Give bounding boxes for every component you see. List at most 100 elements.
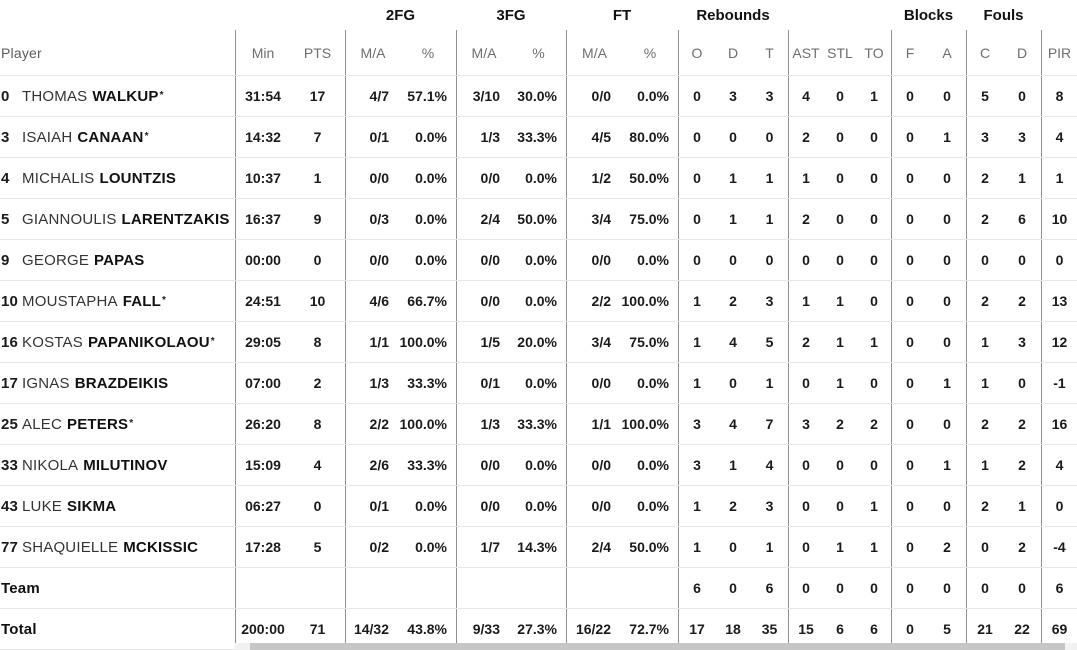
cell-reb-o: 0 xyxy=(678,199,715,239)
cell-3fg-ma: 2/4 xyxy=(456,199,511,239)
cell-reb-o: 0 xyxy=(678,117,715,157)
player-number: 17 xyxy=(1,374,19,392)
cell-foul-c: 0 xyxy=(966,240,1003,280)
cell-foul-c: 3 xyxy=(966,117,1003,157)
player-first-name: KOSTAS xyxy=(22,333,83,351)
column-header-3fg-ma: M/A xyxy=(456,30,511,75)
cell-ast: 0 xyxy=(788,445,823,485)
player-last-name: MILUTINOV xyxy=(83,456,168,474)
horizontal-scrollbar-thumb[interactable] xyxy=(250,643,1065,650)
cell-foul-c: 1 xyxy=(966,445,1003,485)
cell-blk-a: 0 xyxy=(943,334,951,350)
cell-3fg-ma: 1/3 xyxy=(456,404,511,444)
column-header-blk-f: F xyxy=(891,30,928,75)
cell-reb-d: 0 xyxy=(729,580,737,596)
player-first-name: GEORGE xyxy=(22,251,90,269)
column-header-ft-ma: M/A xyxy=(566,30,622,75)
cell-stl: 0 xyxy=(836,498,844,514)
player-last-name: PETERS xyxy=(67,415,129,433)
player-last-name: MCKISSIC xyxy=(123,538,199,556)
cell-ft-ma: 2/2 xyxy=(566,281,622,321)
player-first-name: LUKE xyxy=(22,497,62,515)
player-row: 10 MOUSTAPHA FALL * 24:51 10 4/6 66.7% 0/0 0.0% 2/… xyxy=(0,281,1077,322)
cell-3fg-ma: 9/33 xyxy=(456,609,511,649)
cell-reb-o: 17 xyxy=(678,609,715,649)
cell-reb-d: 2 xyxy=(729,498,737,514)
column-header-pir: PIR xyxy=(1041,30,1077,75)
group-label-blocks: Blocks xyxy=(903,6,954,24)
cell-reb-t: 3 xyxy=(765,88,774,104)
cell-min: 15:09 xyxy=(235,445,290,485)
column-header-to: TO xyxy=(864,44,884,61)
player-number: 77 xyxy=(1,538,19,556)
player-last-name: WALKUP xyxy=(92,87,159,105)
cell-2fg-ma: 1/3 xyxy=(345,363,400,403)
player-last-name: LOUNTZIS xyxy=(99,169,177,187)
cell-ft-ma: 3/4 xyxy=(566,322,622,362)
cell-to: 1 xyxy=(870,334,878,350)
cell-ft-pct: 80.0% xyxy=(629,129,669,145)
player-number: 10 xyxy=(1,292,19,310)
cell-2fg-ma: 0/1 xyxy=(345,486,400,526)
cell-ast: 0 xyxy=(788,568,823,608)
cell-stl: 0 xyxy=(836,129,844,145)
cell-foul-d: 3 xyxy=(1018,129,1026,145)
column-header-stl: STL xyxy=(827,44,853,61)
cell-reb-o: 1 xyxy=(678,322,715,362)
stat-group-header-row: 2FG 3FG FT Rebounds Blocks Fouls xyxy=(0,0,1077,30)
cell-stl: 1 xyxy=(836,293,844,309)
cell-blk-a: 5 xyxy=(943,621,951,637)
cell-foul-c: 2 xyxy=(966,158,1003,198)
cell-reb-d: 3 xyxy=(729,88,737,104)
cell-stl: 1 xyxy=(836,539,844,555)
cell-3fg-pct xyxy=(511,568,566,608)
player-first-name: NIKOLA xyxy=(22,456,79,474)
horizontal-scrollbar[interactable] xyxy=(235,643,1077,650)
cell-reb-d: 1 xyxy=(729,211,737,227)
cell-pts: 5 xyxy=(313,539,322,555)
cell-2fg-ma: 2/2 xyxy=(345,404,400,444)
column-header-3fg-pct: % xyxy=(532,44,545,61)
cell-reb-d: 1 xyxy=(729,170,737,186)
cell-2fg-ma xyxy=(345,568,400,608)
team-row-label: Team xyxy=(1,579,40,597)
player-first-name: SHAQUIELLE xyxy=(22,538,119,556)
cell-3fg-ma: 3/10 xyxy=(456,76,511,116)
cell-2fg-pct: 0.0% xyxy=(415,211,447,227)
player-row: 4 MICHALIS LOUNTZIS 10:37 1 0/0 0.0% 0/0 0.0% 1/2… xyxy=(0,158,1077,199)
cell-min: 10:37 xyxy=(235,158,290,198)
cell-reb-d: 4 xyxy=(729,416,737,432)
cell-ft-pct: 50.0% xyxy=(629,539,669,555)
cell-ft-pct: 100.0% xyxy=(621,416,669,432)
team-row: Team 6 0 6 0 0 0 0 0 0 0 6 xyxy=(0,568,1077,609)
cell-pts: 8 xyxy=(313,334,322,350)
player-name-cell: 3 ISAIAH CANAAN * xyxy=(1,128,149,146)
cell-pts: 9 xyxy=(313,211,322,227)
cell-stl: 0 xyxy=(836,457,844,473)
cell-stl: 6 xyxy=(836,621,844,637)
player-name-cell: 10 MOUSTAPHA FALL * xyxy=(1,292,167,310)
column-header-foul-c: C xyxy=(966,30,1003,75)
cell-blk-f: 0 xyxy=(891,527,928,567)
player-last-name: FALL xyxy=(122,292,161,310)
player-row: 0 THOMAS WALKUP * 31:54 17 4/7 57.1% 3/10 30.0% 0/… xyxy=(0,76,1077,117)
cell-to: 1 xyxy=(870,498,878,514)
cell-ft-pct: 0.0% xyxy=(637,252,669,268)
player-first-name: IGNAS xyxy=(22,374,70,392)
cell-reb-t: 35 xyxy=(761,621,778,637)
cell-2fg-ma: 0/3 xyxy=(345,199,400,239)
cell-foul-d: 2 xyxy=(1018,457,1026,473)
cell-pts: 1 xyxy=(313,170,322,186)
cell-ft-ma: 16/22 xyxy=(566,609,622,649)
cell-stl: 0 xyxy=(836,211,844,227)
cell-blk-a: 0 xyxy=(943,580,951,596)
cell-3fg-pct: 27.3% xyxy=(517,621,557,637)
cell-2fg-pct: 33.3% xyxy=(407,457,447,473)
cell-reb-o: 3 xyxy=(678,445,715,485)
cell-3fg-pct: 33.3% xyxy=(517,129,557,145)
cell-2fg-pct: 0.0% xyxy=(415,539,447,555)
cell-reb-o: 0 xyxy=(678,158,715,198)
cell-blk-f: 0 xyxy=(891,158,928,198)
cell-3fg-pct: 0.0% xyxy=(525,252,557,268)
